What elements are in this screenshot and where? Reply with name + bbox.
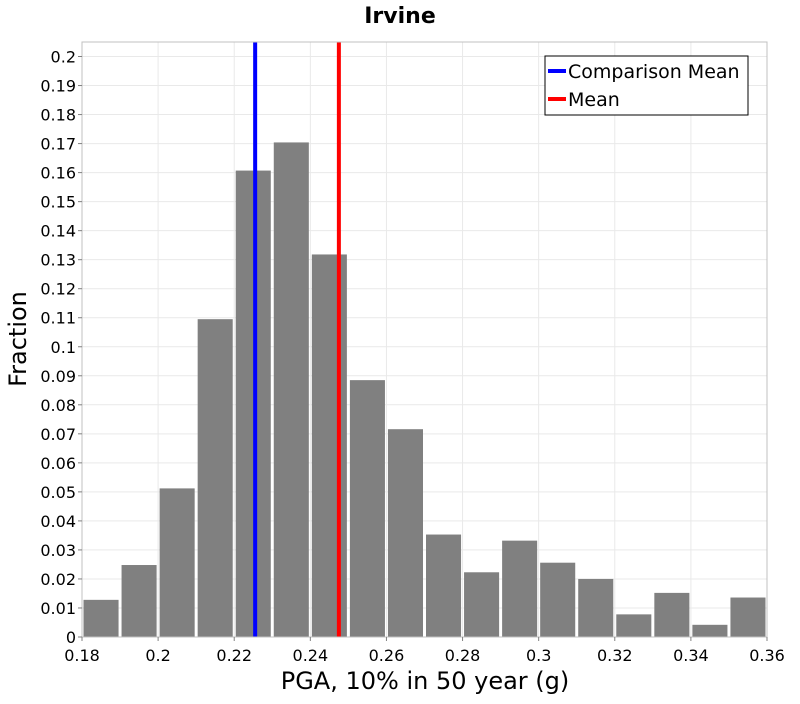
y-tick-label: 0.12 bbox=[40, 280, 76, 299]
x-tick-label: 0.3 bbox=[526, 646, 551, 665]
x-tick-label: 0.28 bbox=[445, 646, 481, 665]
y-tick-label: 0.18 bbox=[40, 106, 76, 125]
x-tick-label: 0.36 bbox=[749, 646, 785, 665]
histogram-bar bbox=[311, 254, 347, 637]
y-tick-label: 0.19 bbox=[40, 77, 76, 96]
y-tick-label: 0.02 bbox=[40, 570, 76, 589]
histogram-bar bbox=[616, 614, 652, 637]
legend-label-comparison-mean: Comparison Mean bbox=[568, 61, 740, 83]
histogram-bar bbox=[578, 578, 614, 637]
y-tick-label: 0.14 bbox=[40, 222, 76, 241]
x-axis-label: PGA, 10% in 50 year (g) bbox=[281, 667, 570, 695]
y-tick-label: 0 bbox=[66, 628, 76, 647]
histogram-bar bbox=[540, 562, 576, 637]
histogram-bar bbox=[730, 597, 766, 637]
x-tick-label: 0.26 bbox=[369, 646, 405, 665]
histogram-bar bbox=[273, 142, 309, 638]
y-tick-label: 0.1 bbox=[51, 338, 76, 357]
y-tick-label: 0.08 bbox=[40, 396, 76, 415]
histogram-bar bbox=[121, 565, 157, 637]
histogram-bar bbox=[502, 540, 538, 637]
legend-box bbox=[544, 55, 749, 116]
mean-lines-layer bbox=[253, 42, 341, 637]
histogram-bar bbox=[197, 319, 233, 637]
y-axis-ticks: 0 0.01 0.02 0.03 0.04 0.05 0.06 0.07 0.08 0.09 0.1… bbox=[40, 48, 82, 647]
histogram-bar bbox=[349, 380, 385, 637]
histogram-bar bbox=[83, 599, 119, 637]
y-tick-label: 0.15 bbox=[40, 193, 76, 212]
y-tick-label: 0.06 bbox=[40, 454, 76, 473]
histogram-bar bbox=[426, 534, 462, 637]
y-tick-label: 0.01 bbox=[40, 599, 76, 618]
histogram-bar bbox=[159, 488, 195, 637]
y-tick-label: 0.11 bbox=[40, 309, 76, 328]
x-tick-label: 0.22 bbox=[216, 646, 252, 665]
histogram-bar bbox=[692, 624, 728, 637]
y-tick-label: 0.03 bbox=[40, 541, 76, 560]
plot-border bbox=[81, 41, 768, 638]
x-tick-label: 0.24 bbox=[293, 646, 329, 665]
x-tick-label: 0.18 bbox=[64, 646, 100, 665]
y-tick-label: 0.17 bbox=[40, 135, 76, 154]
y-tick-label: 0.16 bbox=[40, 164, 76, 183]
y-tick-label: 0.2 bbox=[51, 48, 76, 67]
histogram-bar bbox=[387, 429, 423, 637]
legend-label-mean: Mean bbox=[568, 89, 620, 111]
x-tick-label: 0.2 bbox=[145, 646, 170, 665]
histogram-bar bbox=[464, 572, 500, 637]
y-axis-label: Fraction bbox=[4, 291, 32, 387]
legend: Comparison Mean Mean bbox=[544, 55, 749, 116]
bars-layer bbox=[83, 142, 766, 638]
histogram-bar bbox=[654, 592, 690, 637]
chart-title: Irvine bbox=[364, 4, 436, 29]
x-axis-ticks: 0.18 0.2 0.22 0.24 0.26 0.28 0.3 0.32 0.34 0.36 bbox=[64, 637, 785, 665]
x-tick-label: 0.34 bbox=[673, 646, 709, 665]
y-tick-label: 0.13 bbox=[40, 251, 76, 270]
y-tick-label: 0.07 bbox=[40, 425, 76, 444]
x-tick-label: 0.32 bbox=[597, 646, 633, 665]
y-tick-label: 0.04 bbox=[40, 512, 76, 531]
y-tick-label: 0.09 bbox=[40, 367, 76, 386]
y-tick-label: 0.05 bbox=[40, 483, 76, 502]
